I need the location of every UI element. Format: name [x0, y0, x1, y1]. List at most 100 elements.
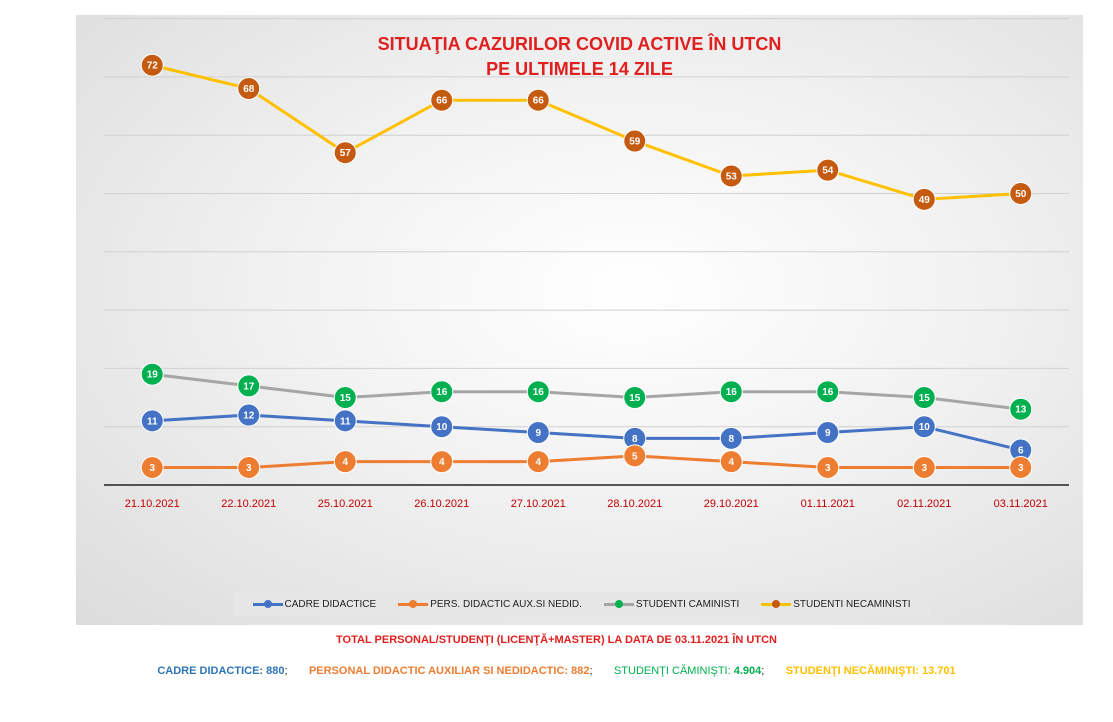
x-tick-label: 26.10.2021	[414, 498, 469, 510]
stat-label: CADRE DIDACTICE:	[157, 665, 267, 677]
data-label: 9	[535, 428, 541, 439]
data-point	[912, 415, 936, 439]
data-label: 3	[1018, 463, 1024, 474]
data-point	[140, 53, 164, 77]
legend-label: STUDENTI CAMINISTI	[635, 598, 740, 610]
data-point	[816, 456, 840, 480]
data-point	[430, 88, 454, 112]
data-point	[816, 421, 840, 445]
data-label: 57	[340, 148, 352, 159]
data-point	[526, 450, 550, 474]
data-label: 3	[149, 463, 155, 474]
legend-item: STUDENTI CAMINISTI	[603, 598, 740, 610]
legend-item: CADRE DIDACTICE	[252, 598, 377, 610]
data-point	[333, 141, 357, 165]
data-point	[719, 164, 743, 188]
legend-label: CADRE DIDACTICE	[284, 598, 377, 610]
series-line	[151, 63, 1021, 201]
data-point	[1009, 397, 1033, 421]
data-label: 5	[632, 451, 638, 462]
data-label: 6	[1018, 446, 1024, 457]
data-point	[623, 129, 647, 153]
data-point	[623, 444, 647, 468]
data-label: 4	[342, 457, 348, 468]
data-label: 3	[825, 463, 831, 474]
stat-label: STUDENŢI NECĂMINIŞTI:	[785, 665, 922, 677]
data-label: 13	[1015, 405, 1027, 416]
data-label: 68	[243, 84, 255, 95]
data-label: 49	[919, 195, 931, 206]
data-point	[912, 187, 936, 211]
stat-separator: ;	[284, 665, 309, 677]
data-label: 11	[340, 416, 351, 427]
stat-label: STUDENŢI CĂMINIŞTI:	[613, 665, 734, 677]
stat-value: 882	[571, 665, 590, 677]
legend-item: PERS. DIDACTIC AUX.SI NEDID.	[398, 599, 582, 610]
data-point	[237, 374, 261, 398]
data-label: 8	[728, 434, 734, 445]
data-point	[1009, 456, 1033, 480]
x-tick-label: 29.10.2021	[704, 498, 759, 510]
data-point	[430, 450, 454, 474]
data-point	[912, 456, 936, 480]
line-chart: 21.10.2021 22.10.2021 25.10.2021 26.10.2021…	[104, 18, 1069, 510]
data-point	[140, 362, 164, 386]
stat-value: 4.904	[733, 665, 762, 677]
legend-item: STUDENTI NECAMINISTI	[761, 599, 910, 610]
data-point	[430, 380, 454, 404]
data-label: 59	[629, 137, 641, 148]
stat-value: 13.701	[921, 665, 956, 677]
series-line	[152, 454, 1021, 470]
data-point	[140, 409, 164, 433]
legend-swatch	[603, 599, 634, 609]
legend-label: STUDENTI NECAMINISTI	[793, 598, 911, 610]
data-point	[237, 403, 261, 427]
data-point	[719, 380, 743, 404]
data-point	[719, 426, 743, 450]
data-point	[816, 380, 840, 404]
data-label: 66	[533, 96, 545, 107]
x-tick-label: 22.10.2021	[221, 498, 276, 510]
data-label: 17	[243, 381, 255, 392]
data-point	[1009, 182, 1033, 205]
data-label: 50	[1015, 189, 1027, 200]
data-point	[526, 88, 550, 112]
stat-value: 880	[266, 665, 285, 677]
stat-label: PERSONAL DIDACTIC AUXILIAR SI NEDIDACTIC…	[308, 665, 572, 677]
data-point	[333, 409, 357, 433]
x-tick-label: 27.10.2021	[511, 498, 566, 510]
data-point	[719, 450, 743, 474]
data-point	[430, 415, 454, 439]
data-point	[623, 386, 647, 410]
stat-separator: ;	[761, 665, 786, 677]
data-label: 10	[919, 422, 931, 433]
footer-total-title: TOTAL PERSONAL/STUDENŢI (LICENŢĂ+MASTER)…	[336, 634, 777, 646]
data-point	[526, 380, 550, 404]
legend-label: PERS. DIDACTIC AUX.SI NEDID.	[430, 598, 582, 610]
data-label: 53	[726, 172, 738, 183]
data-label: 11	[147, 416, 158, 427]
stat-separator: ;	[589, 665, 614, 677]
data-label: 66	[436, 96, 448, 107]
data-label: 16	[436, 387, 448, 398]
x-tick-label: 01.11.2021	[801, 498, 855, 510]
data-label: 15	[629, 393, 641, 404]
data-point	[237, 456, 261, 480]
x-tick-label: 28.10.2021	[607, 498, 662, 510]
data-label: 10	[436, 422, 448, 433]
data-label: 12	[243, 411, 255, 422]
data-label: 8	[632, 434, 638, 445]
data-label: 54	[822, 166, 834, 177]
data-point	[816, 158, 840, 182]
data-label: 15	[340, 393, 352, 404]
series-line	[152, 372, 1021, 411]
data-label: 9	[825, 428, 831, 439]
chart-title: SITUAŢIA CAZURILOR COVID ACTIVE ÎN UTCN	[377, 34, 782, 54]
data-label: 16	[726, 387, 738, 398]
legend-swatch	[761, 599, 792, 609]
data-point	[526, 421, 550, 445]
x-tick-label: 25.10.2021	[318, 498, 373, 510]
footer-stats: CADRE DIDACTICE: 880; PERSONAL DIDACTIC …	[0, 665, 1113, 677]
data-point	[333, 450, 357, 474]
data-point	[237, 77, 261, 101]
